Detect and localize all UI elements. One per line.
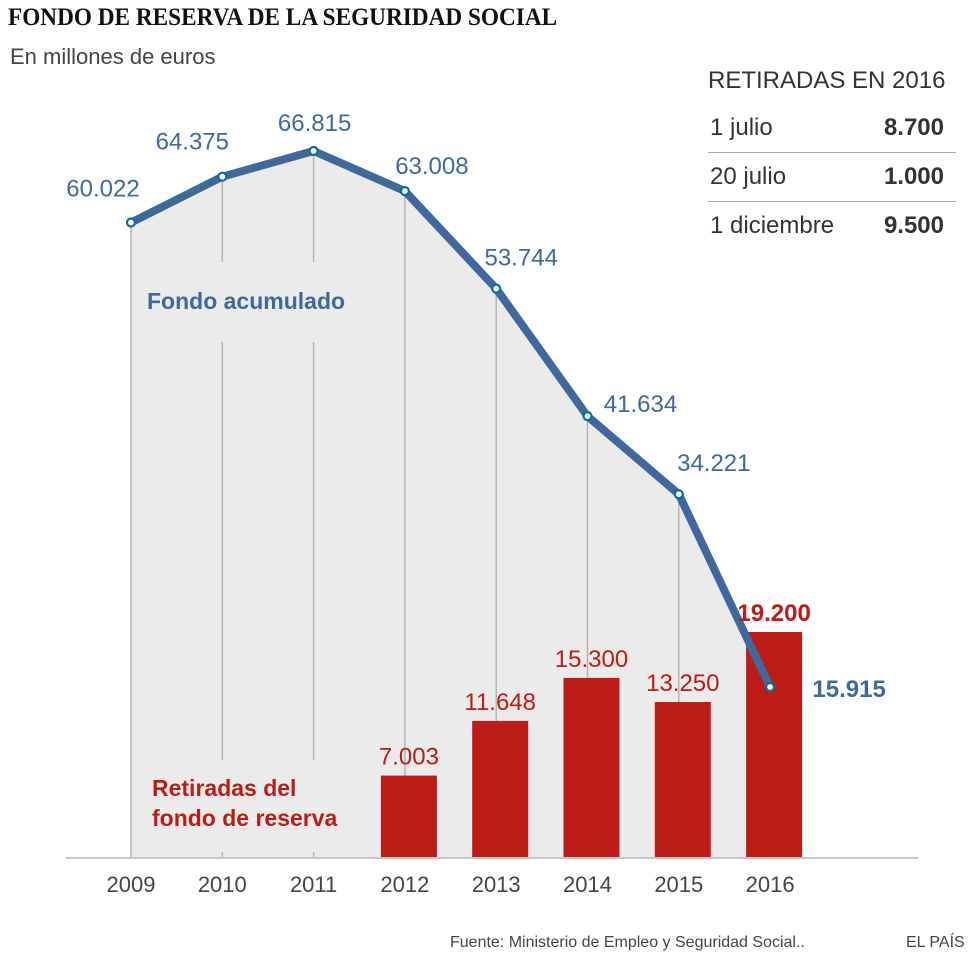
line-marker-2010 [217, 171, 228, 182]
bar-label-2016: 19.200 [737, 600, 810, 627]
source-note: Fuente: Ministerio de Empleo y Seguridad… [450, 934, 805, 951]
bar-label-2015: 13.250 [646, 670, 719, 697]
line-marker-2011 [308, 145, 319, 157]
x-tick-2015: 2015 [654, 872, 703, 897]
legend-fund-label: Fondo acumulado [147, 288, 345, 314]
bar-label-2013: 11.648 [464, 689, 536, 716]
withdrawal-row: 20 julio 1.000 [708, 153, 956, 202]
chart-subtitle: En millones de euros [10, 44, 216, 69]
bar-2016 [746, 632, 803, 858]
withdrawal-value: 8.700 [883, 114, 944, 141]
bar-2013 [472, 720, 529, 858]
x-tick-2016: 2016 [746, 872, 795, 897]
withdrawal-value: 1.000 [883, 163, 944, 190]
chart-title: FONDO DE RESERVA DE LA SEGURIDAD SOCIAL [8, 4, 558, 31]
withdrawal-date: 1 julio [710, 114, 773, 141]
x-tick-2012: 2012 [380, 872, 429, 897]
brand-label: EL PAÍS [906, 934, 965, 951]
x-tick-2011: 2011 [290, 872, 337, 897]
legend-withdrawals-label: Retiradas del [152, 775, 296, 801]
line-label-2012: 63.008 [395, 153, 468, 180]
label-gap [205, 760, 325, 852]
line-marker-2012 [399, 185, 410, 197]
withdrawals-2016-panel: RETIRADAS EN 2016 1 julio 8.700 20 julio… [708, 64, 956, 250]
bar-label-2012: 7.003 [379, 744, 439, 771]
line-label-2013: 53.744 [484, 245, 557, 272]
bar-2014 [563, 677, 620, 858]
line-label-2014: 41.634 [604, 391, 677, 418]
bar-label-2014: 15.300 [555, 646, 628, 673]
line-marker-2009 [125, 217, 137, 228]
line-label-2016: 15.915 [812, 676, 885, 703]
bar-2015 [654, 702, 711, 858]
fund-line [129, 147, 774, 689]
line-marker-2016 [764, 681, 776, 693]
x-tick-2009: 2009 [107, 872, 156, 897]
x-tick-2014: 2014 [563, 872, 612, 897]
line-marker-2015 [673, 489, 684, 500]
bar-2012 [380, 775, 437, 858]
withdrawal-value: 9.500 [883, 212, 944, 239]
line-marker-2013 [491, 283, 502, 294]
withdrawal-row: 1 julio 8.700 [708, 104, 956, 153]
line-label-2011: 66.815 [278, 110, 351, 137]
x-tick-2013: 2013 [472, 872, 521, 897]
x-tick-2010: 2010 [198, 872, 247, 897]
legend-withdrawals-label: fondo de reserva [152, 805, 338, 831]
line-marker-2014 [582, 411, 593, 422]
withdrawal-date: 1 diciembre [710, 212, 835, 239]
line-label-2010: 64.375 [156, 129, 229, 156]
withdrawals-panel-title: RETIRADAS EN 2016 [708, 67, 946, 94]
withdrawal-row: 1 diciembre 9.500 [708, 202, 956, 250]
withdrawal-date: 20 julio [710, 163, 787, 190]
line-label-2009: 60.022 [66, 176, 139, 203]
line-label-2015: 34.221 [677, 450, 750, 477]
label-gap [205, 262, 325, 342]
